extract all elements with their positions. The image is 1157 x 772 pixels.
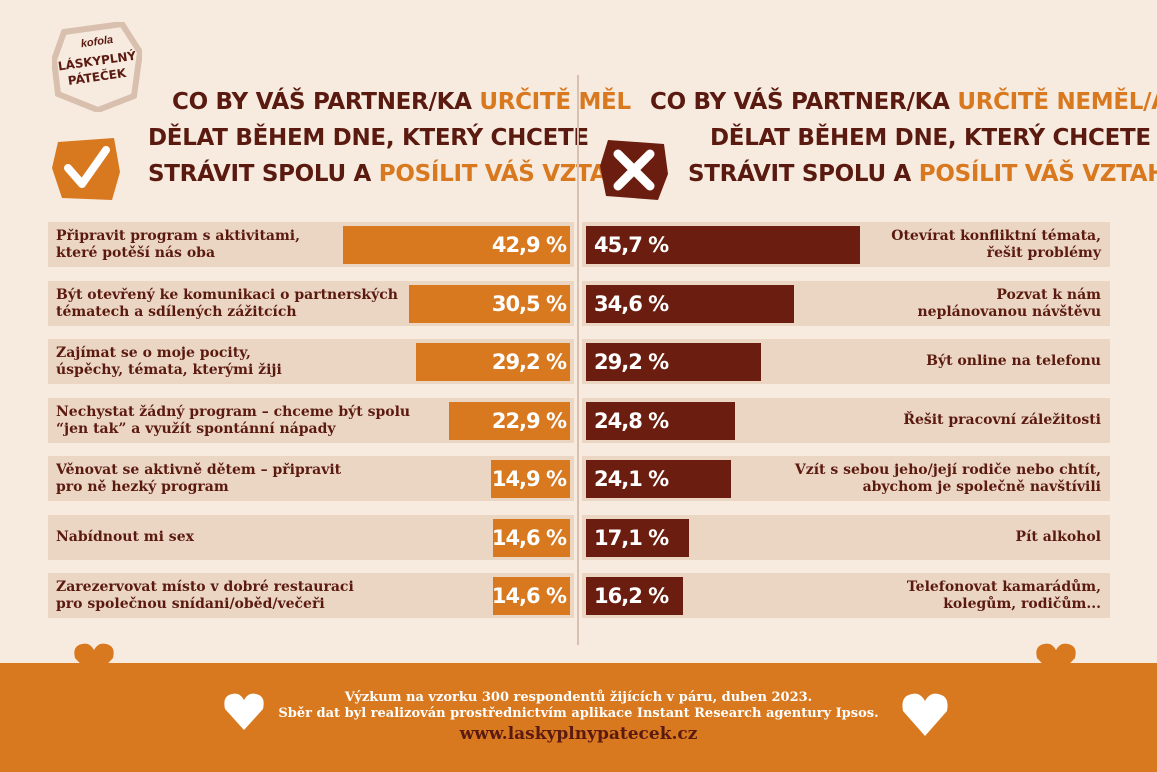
right-bar-value-label: 34,6 % xyxy=(594,291,669,316)
right-category-label: Být online na telefonu xyxy=(926,353,1101,370)
right-bar xyxy=(586,226,861,264)
left-bar xyxy=(449,401,570,440)
left-bar-value-label: 14,6 % xyxy=(491,525,567,550)
label-line: Nabídnout mi sex xyxy=(56,528,194,545)
right-heading-line2: DĚLAT BĚHEM DNE, KTERÝ CHCETE xyxy=(710,125,1151,151)
left-bar xyxy=(408,284,570,323)
left-bar-value-label: 29,2 % xyxy=(491,350,567,374)
label-line: Telefonovat kamarádům, xyxy=(906,579,1101,595)
left-heading-line1b: URČITĚ MĚL xyxy=(479,89,631,115)
label-line: Nechystat žádný program – chceme být spo… xyxy=(56,403,411,420)
left-category-label: Být otevřený ke komunikaci o partnerskýc… xyxy=(56,287,398,321)
left-row-background xyxy=(48,573,574,618)
heart-icon xyxy=(224,693,264,730)
right-bar xyxy=(586,518,689,557)
heart-icon xyxy=(74,643,114,678)
left-heading-line2: DĚLAT BĚHEM DNE, KTERÝ CHCETE xyxy=(148,125,589,151)
left-category-label: Připravit program s aktivitami, které pot… xyxy=(56,228,300,262)
left-heading-line3a: STRÁVIT SPOLU A xyxy=(148,161,379,187)
right-bar xyxy=(586,460,731,498)
label-line: Zajímat se o moje pocity, xyxy=(56,345,251,361)
label-line: úspěchy, témata, kterými žiji xyxy=(56,362,282,378)
label-line: abychom je společně navštívili xyxy=(862,479,1101,495)
left-bar xyxy=(415,343,570,381)
left-bar-value-label: 14,6 % xyxy=(491,584,567,608)
right-bar xyxy=(586,343,762,381)
left-bar xyxy=(492,518,570,557)
left-bar xyxy=(491,460,570,498)
label-line: neplánovanou návštěvu xyxy=(917,303,1101,320)
left-bar-value-label: 42,9 % xyxy=(491,233,567,257)
center-divider xyxy=(577,75,579,645)
left-category-label: Zarezervovat místo v dobré restauraci pro… xyxy=(56,579,354,613)
label-line: Zarezervovat místo v dobré restauraci xyxy=(56,579,354,595)
left-bar-value-label: 30,5 % xyxy=(491,291,567,316)
right-category-label: Řešit pracovní záležitosti xyxy=(903,412,1101,429)
right-category-label: Vzít s sebou jeho/její rodiče nebo chtít… xyxy=(795,462,1101,496)
left-category-label: Nabídnout mi sex xyxy=(56,529,194,546)
label-line: Věnovat se aktivně dětem – připravit xyxy=(56,462,342,478)
left-category-label: Nechystat žádný program – chceme být spo… xyxy=(56,404,410,438)
right-category-label: Pít alkohol xyxy=(1016,529,1101,546)
right-category-label: Pozvat k nám neplánovanou návštěvu xyxy=(917,287,1101,321)
label-line: Pít alkohol xyxy=(1015,528,1101,545)
footer-survey-note: Výzkum na vzorku 300 respondentů žijícíc… xyxy=(344,690,813,705)
label-line: řešit problémy xyxy=(986,245,1101,261)
left-bar xyxy=(492,577,570,615)
right-heading-line1b: URČITĚ NEMĚL/A xyxy=(957,89,1157,115)
right-category-label: Otevírat konfliktní témata, řešit problém… xyxy=(891,228,1101,262)
left-bar-value-label: 22,9 % xyxy=(491,408,567,433)
footer-url[interactable]: www.laskyplnypatecek.cz xyxy=(459,724,698,744)
right-bar xyxy=(586,401,735,440)
left-bar-value-label: 14,9 % xyxy=(491,467,567,491)
right-category-label: Telefonovat kamarádům, kolegům, rodičům..… xyxy=(907,579,1101,613)
label-line: tématech a sdílených zážitcích xyxy=(56,303,297,320)
label-line: kolegům, rodičům... xyxy=(943,596,1101,612)
cross-icon xyxy=(600,140,668,200)
left-row-background xyxy=(48,456,574,501)
checkmark-icon xyxy=(52,138,120,200)
left-row-background xyxy=(48,514,574,560)
right-heading-line1a: CO BY VÁŠ PARTNER/KA xyxy=(650,89,958,115)
right-bar-value-label: 17,1 % xyxy=(594,525,669,550)
label-line: pro ně hezký program xyxy=(56,479,229,495)
label-line: Být online na telefonu xyxy=(926,353,1101,369)
right-bar-value-label: 16,2 % xyxy=(594,584,669,608)
label-line: Řešit pracovní záležitosti xyxy=(903,411,1101,428)
right-heading-line3b: POSÍLIT VÁŠ VZTAH? xyxy=(918,161,1157,187)
right-bar xyxy=(586,284,794,323)
left-category-label: Zajímat se o moje pocity, úspěchy, témata… xyxy=(56,345,282,379)
label-line: Připravit program s aktivitami, xyxy=(56,228,300,244)
logo-badge-shape xyxy=(52,22,142,112)
label-line: Otevírat konfliktní témata, xyxy=(891,228,1101,244)
kofola-logo: kofola LÁSKYPLNÝ PÁTEČEK xyxy=(52,22,142,112)
right-heading-line3a: STRÁVIT SPOLU A xyxy=(688,161,919,187)
label-line: “jen tak” a využít spontánní nápady xyxy=(56,420,336,437)
left-category-label: Věnovat se aktivně dětem – připravit pro … xyxy=(56,462,341,496)
heart-icon xyxy=(1036,643,1076,678)
label-line: které potěší nás oba xyxy=(56,245,216,261)
left-bar xyxy=(343,226,570,264)
label-line: Pozvat k nám xyxy=(996,286,1101,303)
right-bar-value-label: 45,7 % xyxy=(594,233,669,257)
right-bar xyxy=(586,577,684,615)
left-heading-line3b: POSÍLIT VÁŠ VZTAH? xyxy=(378,161,640,187)
label-line: Být otevřený ke komunikaci o partnerskýc… xyxy=(56,286,398,303)
label-line: pro společnou snídani/oběd/večeři xyxy=(56,596,325,612)
heart-icon xyxy=(902,693,948,736)
right-heading: CO BY VÁŠ PARTNER/KA URČITĚ NEMĚL/A DĚLA… xyxy=(650,84,1157,192)
label-line: Vzít s sebou jeho/její rodiče nebo chtít… xyxy=(794,462,1101,478)
right-bar-value-label: 24,1 % xyxy=(594,467,669,491)
left-heading-line1a: CO BY VÁŠ PARTNER/KA xyxy=(172,89,480,115)
right-bar-value-label: 24,8 % xyxy=(594,408,669,433)
footer xyxy=(0,663,1157,772)
footer-data-note: Sběr dat byl realizován prostřednictvím … xyxy=(278,706,879,721)
right-bar-value-label: 29,2 % xyxy=(594,350,669,374)
left-heading: CO BY VÁŠ PARTNER/KA URČITĚ MĚL DĚLAT BĚ… xyxy=(148,84,640,192)
